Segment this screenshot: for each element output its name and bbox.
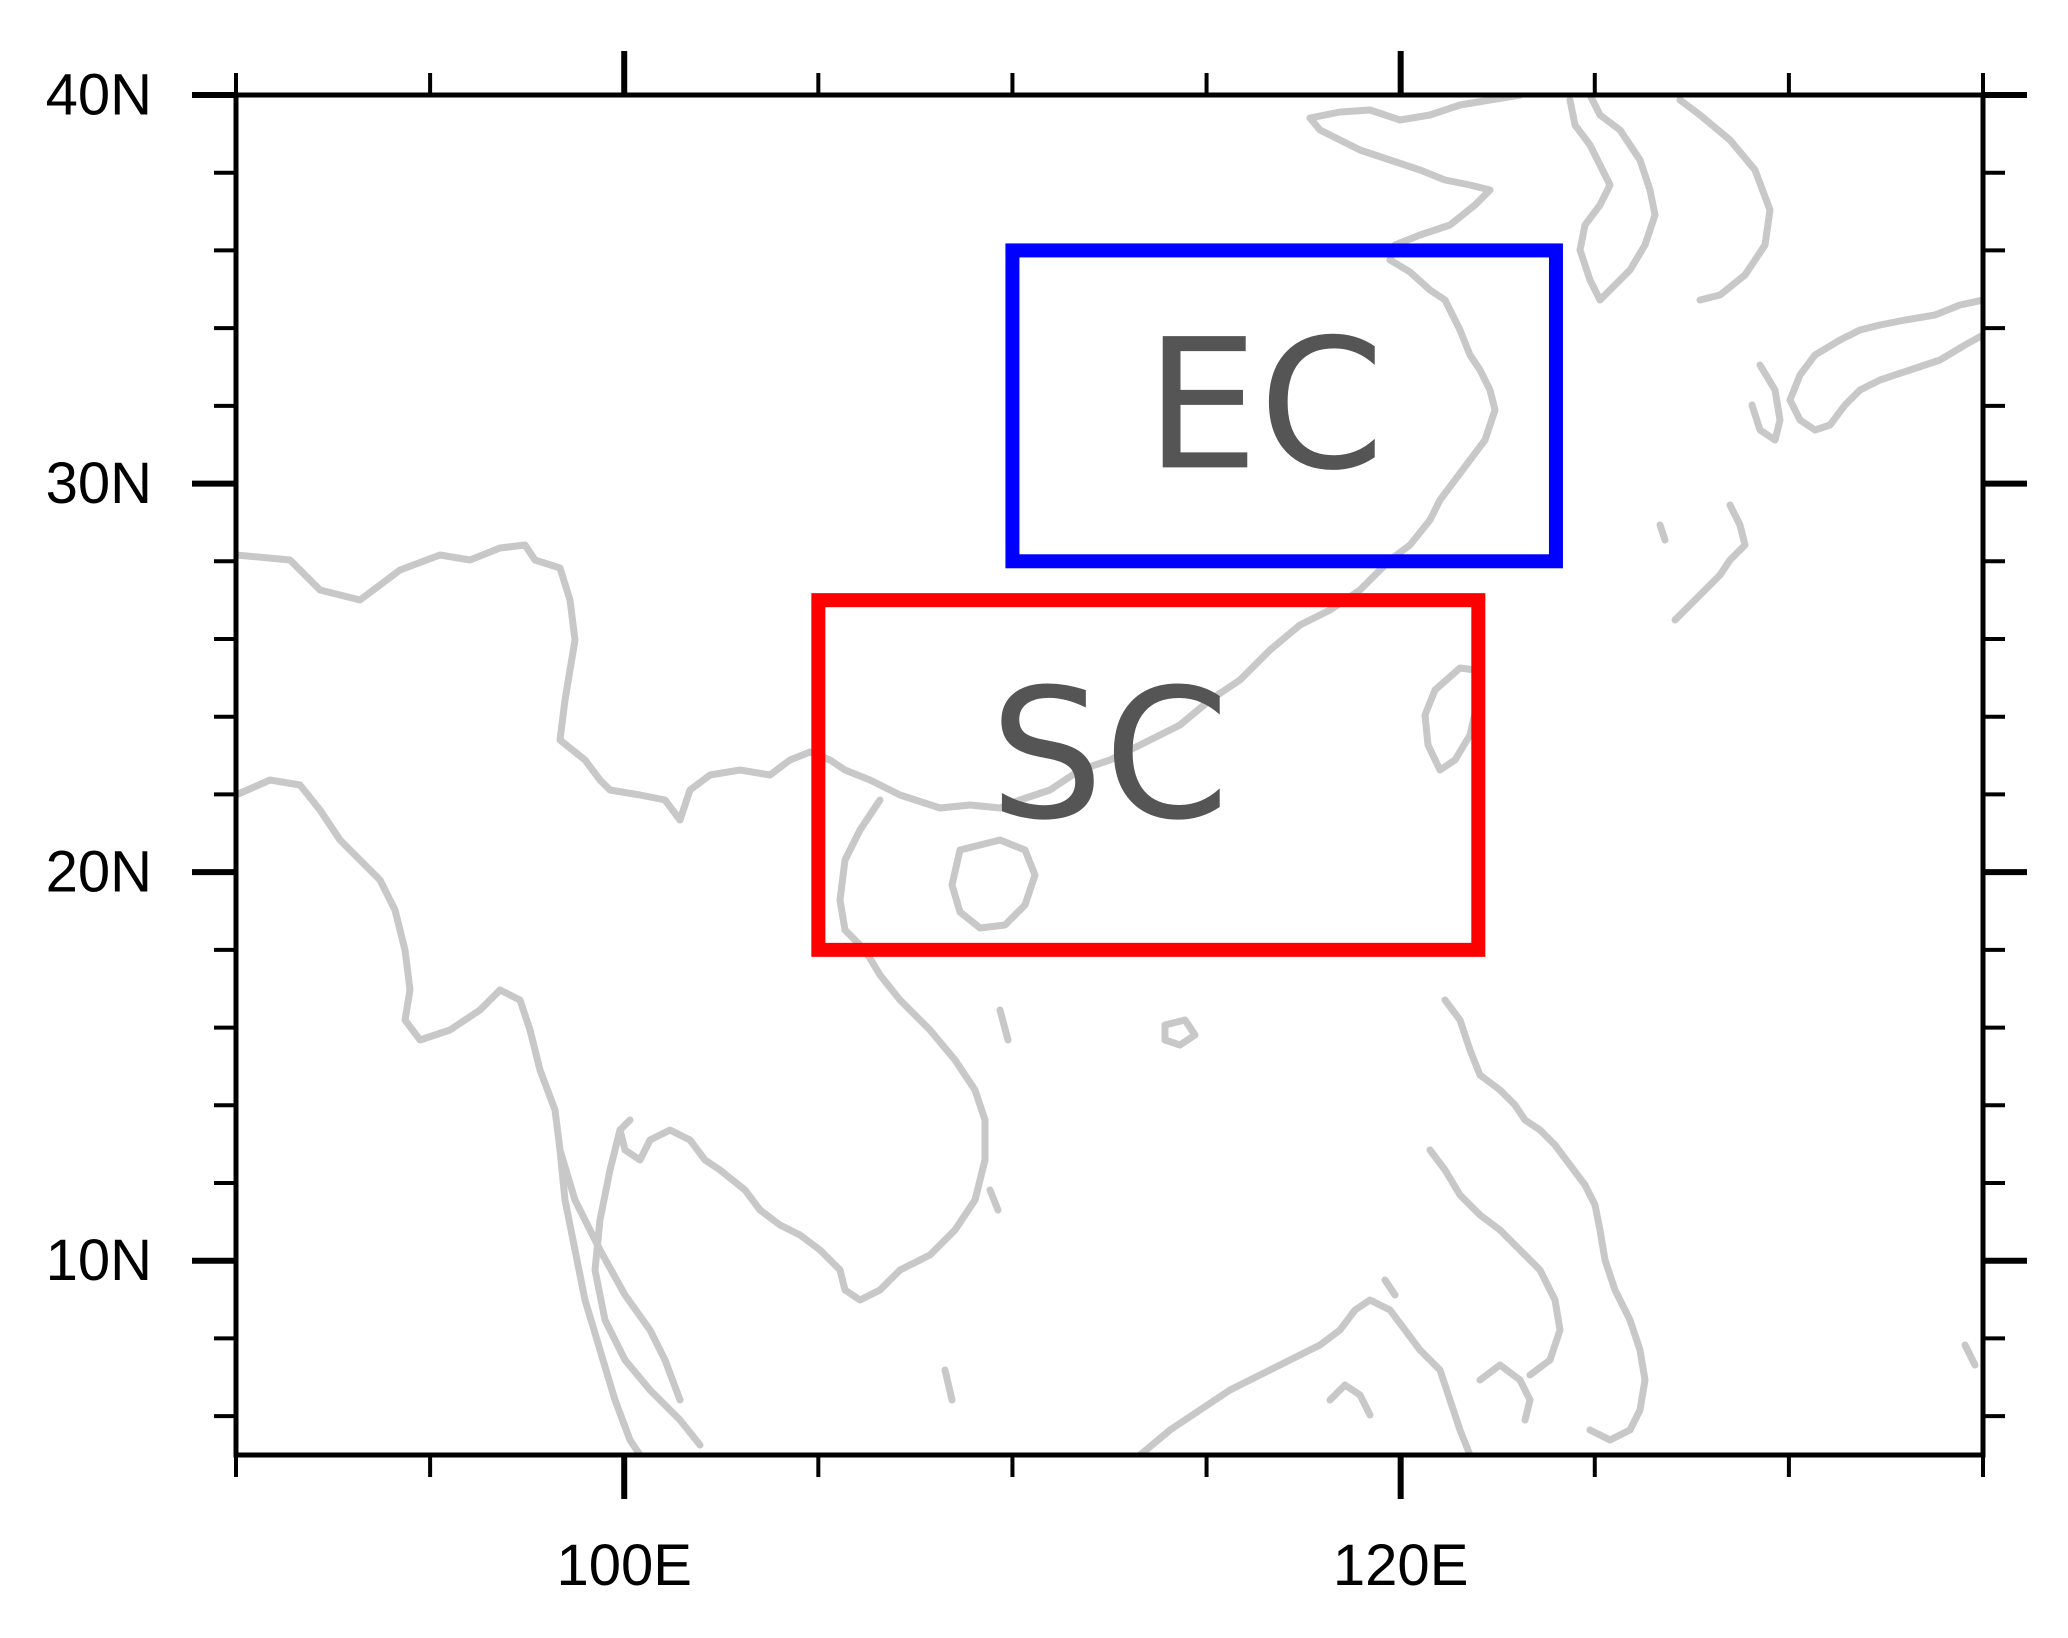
y-tick-label: 30N — [46, 451, 152, 516]
region-label-sc: SC — [990, 651, 1230, 860]
y-tick-label: 10N — [46, 1228, 152, 1293]
x-axis-labels: 100E 120E — [556, 1533, 1468, 1598]
coastlines — [236, 95, 1983, 1455]
axis-ticks — [192, 51, 2027, 1499]
region-box-sc — [811, 593, 1486, 957]
y-tick-label: 20N — [46, 840, 152, 905]
x-tick-label: 120E — [1333, 1533, 1468, 1598]
y-tick-label: 40N — [46, 63, 152, 128]
y-axis-labels: 40N 30N 20N 10N — [46, 63, 152, 1294]
plot-frame — [233, 92, 1986, 1458]
x-tick-label: 100E — [556, 1533, 691, 1598]
region-label-ec: EC — [1145, 301, 1384, 510]
region-boxes: EC SC — [811, 243, 1563, 957]
region-box-ec — [1005, 243, 1563, 569]
